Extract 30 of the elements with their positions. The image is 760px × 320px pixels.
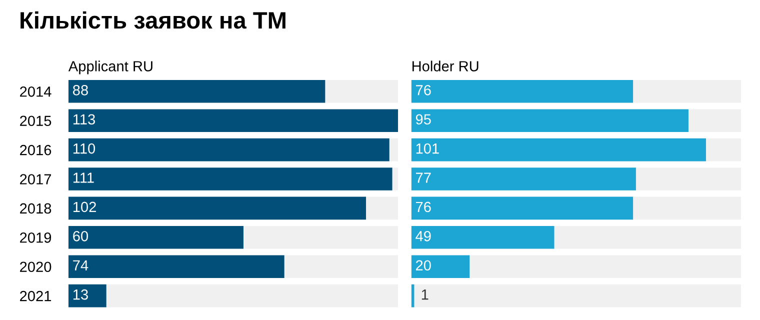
data-label: 102 [73, 202, 96, 212]
data-label: 111 [73, 172, 94, 183]
y-tick-label: 2015 [20, 116, 52, 126]
y-tick-label: 2016 [20, 144, 52, 156]
data-label: 88 [72, 84, 88, 96]
data-label: 101 [416, 143, 439, 154]
chart-subtitle: Holder RU [412, 60, 478, 72]
y-tick-label: 2020 [20, 262, 52, 272]
data-label: 77 [416, 172, 431, 183]
y-tick-label: 2017 [20, 174, 52, 184]
bar [68, 284, 106, 308]
bar [68, 168, 392, 190]
data-label: 13 [73, 289, 88, 300]
data-label: 74 [73, 260, 88, 270]
data-label: 76 [416, 202, 431, 212]
y-tick-label: 2014 [20, 86, 52, 97]
y-tick-label: 2019 [20, 232, 52, 243]
data-label: 76 [416, 84, 431, 96]
data-label: 113 [73, 114, 95, 125]
chart-subtitle: Applicant RU [68, 60, 152, 74]
chart-title: Кількість заявок на ТМ [20, 11, 286, 29]
y-tick-label: 2018 [20, 203, 52, 214]
data-label: 60 [73, 230, 88, 242]
y-tick-label: 2021 [20, 290, 52, 302]
data-label: 1 [422, 290, 428, 300]
data-label: 110 [73, 143, 96, 154]
data-label: 95 [416, 114, 431, 125]
bar [411, 255, 470, 278]
data-label: 20 [416, 260, 431, 271]
data-label: 49 [416, 230, 431, 242]
